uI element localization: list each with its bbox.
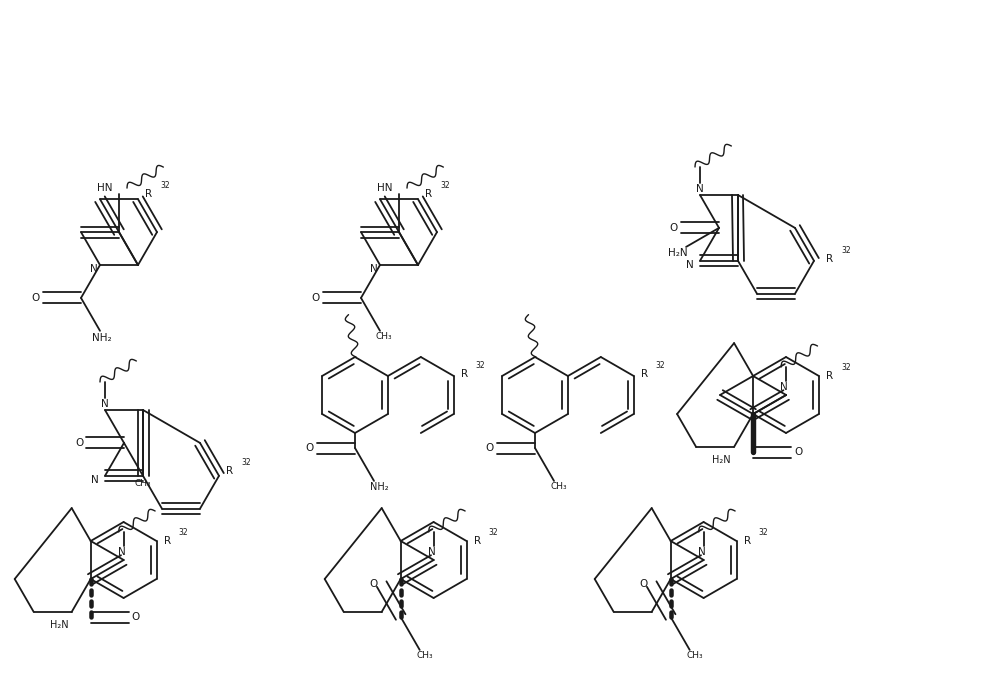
Text: N: N [91, 475, 99, 485]
Text: N: N [370, 264, 378, 274]
Text: 32: 32 [440, 181, 450, 190]
Text: O: O [640, 579, 648, 589]
Text: N: N [686, 260, 694, 270]
Text: N: N [696, 184, 704, 194]
Text: O: O [311, 293, 319, 303]
Text: R: R [164, 536, 171, 546]
Text: O: O [305, 443, 313, 453]
Text: H₂N: H₂N [668, 248, 688, 258]
Text: 32: 32 [241, 458, 251, 467]
Text: O: O [794, 447, 802, 457]
Text: H₂N: H₂N [712, 455, 731, 465]
Text: O: O [485, 443, 493, 453]
Text: N: N [698, 547, 706, 557]
Text: O: O [75, 438, 83, 448]
Text: R: R [425, 189, 432, 199]
Text: R: R [226, 466, 233, 476]
Text: 32: 32 [160, 181, 170, 190]
Text: O: O [370, 579, 378, 589]
Text: 32: 32 [841, 246, 851, 255]
Text: CH₃: CH₃ [686, 651, 703, 660]
Text: N: N [428, 547, 436, 557]
Text: 32: 32 [489, 528, 498, 537]
Text: CH₃: CH₃ [135, 480, 151, 489]
Text: CH₃: CH₃ [551, 482, 567, 491]
Text: N: N [780, 382, 788, 392]
Text: 32: 32 [179, 528, 188, 537]
Text: O: O [132, 612, 140, 622]
Text: R: R [641, 369, 648, 379]
Text: H₂N: H₂N [50, 620, 69, 630]
Text: O: O [31, 293, 39, 303]
Text: CH₃: CH₃ [416, 651, 433, 660]
Text: NH₂: NH₂ [370, 482, 388, 492]
Text: 32: 32 [841, 363, 851, 372]
Text: N: N [101, 399, 109, 409]
Text: R: R [826, 254, 833, 264]
Text: N: N [90, 264, 98, 274]
Text: R: R [145, 189, 152, 199]
Text: HN: HN [97, 183, 113, 193]
Text: CH₃: CH₃ [376, 332, 392, 341]
Text: 32: 32 [476, 361, 485, 370]
Text: N: N [118, 547, 126, 557]
Text: R: R [474, 536, 481, 546]
Text: HN: HN [377, 183, 393, 193]
Text: R: R [461, 369, 468, 379]
Text: R: R [826, 371, 833, 381]
Text: 32: 32 [759, 528, 768, 537]
Text: NH₂: NH₂ [92, 333, 112, 343]
Text: R: R [744, 536, 751, 546]
Text: 32: 32 [656, 361, 665, 370]
Text: O: O [670, 223, 678, 233]
